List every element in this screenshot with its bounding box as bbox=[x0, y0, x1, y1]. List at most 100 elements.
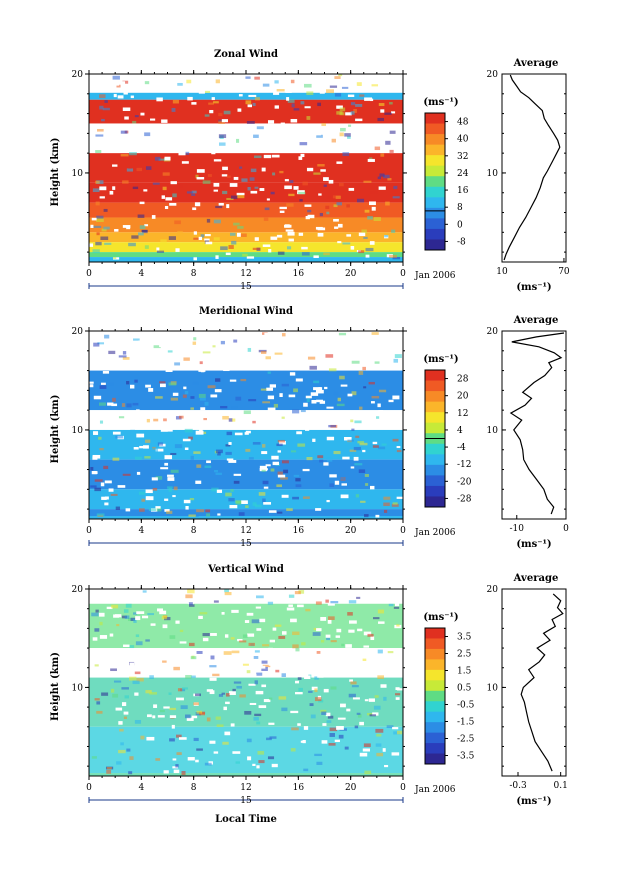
field-speckle bbox=[155, 758, 161, 761]
field-speckle bbox=[239, 595, 246, 599]
field-speckle bbox=[249, 177, 255, 181]
field-speckle bbox=[317, 164, 325, 167]
field-speckle bbox=[340, 202, 347, 206]
field-speckle bbox=[195, 430, 204, 435]
field-speckle bbox=[250, 168, 257, 173]
field-speckle bbox=[279, 441, 286, 445]
field-speckle bbox=[306, 457, 313, 461]
field-band bbox=[89, 370, 403, 411]
field-speckle bbox=[329, 85, 338, 88]
field-speckle bbox=[279, 170, 284, 174]
field-speckle bbox=[209, 740, 216, 744]
field-speckle bbox=[393, 731, 401, 735]
field-speckle bbox=[333, 204, 338, 208]
field-speckle bbox=[154, 156, 161, 161]
field-speckle bbox=[112, 693, 119, 698]
field-speckle bbox=[324, 411, 333, 415]
field-speckle bbox=[157, 715, 165, 718]
field-speckle bbox=[332, 195, 341, 199]
field-speckle bbox=[198, 368, 206, 372]
field-band bbox=[89, 232, 403, 243]
field-speckle bbox=[155, 506, 161, 509]
field-speckle bbox=[263, 486, 269, 489]
field-speckle bbox=[162, 186, 167, 191]
field-speckle bbox=[235, 500, 242, 505]
field-speckle bbox=[93, 85, 101, 89]
field-speckle bbox=[241, 178, 248, 182]
colorbar-swatch bbox=[425, 370, 445, 382]
field-speckle bbox=[186, 191, 194, 194]
field-speckle bbox=[170, 452, 177, 455]
field-speckle bbox=[257, 750, 265, 755]
field-speckle bbox=[148, 388, 154, 392]
field-speckle bbox=[221, 692, 226, 695]
field-speckle bbox=[164, 509, 170, 512]
field-speckle bbox=[373, 705, 381, 710]
field-speckle bbox=[208, 102, 214, 105]
field-speckle bbox=[384, 413, 393, 417]
field-speckle bbox=[124, 116, 129, 120]
field-speckle bbox=[267, 601, 274, 605]
profile-y-label: 20 bbox=[487, 327, 499, 337]
field-speckle bbox=[94, 487, 101, 492]
field-band bbox=[89, 459, 403, 490]
field-speckle bbox=[371, 206, 376, 211]
field-speckle bbox=[202, 180, 211, 184]
field-speckle bbox=[256, 628, 262, 631]
colorbar-label: -8 bbox=[457, 237, 466, 247]
field-speckle bbox=[389, 130, 396, 134]
field-speckle bbox=[385, 140, 391, 145]
field-speckle bbox=[344, 133, 351, 137]
field-speckle bbox=[172, 766, 179, 769]
field-speckle bbox=[122, 351, 127, 355]
field-speckle bbox=[169, 707, 176, 711]
field-speckle bbox=[392, 395, 400, 400]
field-speckle bbox=[113, 680, 122, 683]
x-tick-label: 4 bbox=[138, 269, 144, 279]
field-speckle bbox=[184, 151, 190, 155]
colorbar-swatch bbox=[425, 711, 445, 723]
field-speckle bbox=[266, 146, 274, 150]
field-speckle bbox=[128, 242, 136, 247]
field-speckle bbox=[228, 245, 234, 249]
field-speckle bbox=[132, 120, 137, 124]
field-speckle bbox=[320, 169, 326, 172]
field-speckle bbox=[204, 79, 208, 82]
field-speckle bbox=[147, 227, 154, 231]
field-speckle bbox=[254, 713, 262, 717]
field-speckle bbox=[273, 668, 280, 671]
field-band bbox=[89, 773, 403, 776]
field-speckle bbox=[316, 134, 323, 138]
y-tick-label: 10 bbox=[72, 169, 84, 179]
field-speckle bbox=[267, 371, 271, 374]
field-band bbox=[89, 350, 403, 371]
field-speckle bbox=[347, 439, 354, 442]
field-speckle bbox=[192, 207, 197, 211]
field-speckle bbox=[366, 713, 373, 716]
field-speckle bbox=[284, 224, 292, 228]
field-speckle bbox=[271, 763, 278, 768]
field-speckle bbox=[322, 723, 327, 726]
field-speckle bbox=[314, 688, 318, 693]
field-speckle bbox=[281, 494, 289, 498]
field-speckle bbox=[392, 196, 400, 199]
field-speckle bbox=[186, 79, 192, 84]
field-speckle bbox=[293, 186, 299, 190]
field-speckle bbox=[369, 241, 375, 245]
field-speckle bbox=[377, 403, 381, 408]
field-speckle bbox=[148, 332, 152, 337]
colorbar-label: -20 bbox=[457, 477, 472, 487]
x-tick-label: 0 bbox=[86, 269, 92, 279]
field-speckle bbox=[134, 692, 139, 696]
field-speckle bbox=[136, 611, 145, 615]
field-speckle bbox=[184, 391, 189, 395]
field-speckle bbox=[152, 142, 161, 146]
field-speckle bbox=[269, 736, 277, 739]
field-speckle bbox=[350, 662, 359, 666]
field-speckle bbox=[288, 594, 295, 598]
field-speckle bbox=[261, 684, 267, 688]
field-speckle bbox=[272, 172, 276, 176]
field-speckle bbox=[223, 706, 227, 711]
field-speckle bbox=[160, 467, 169, 470]
field-speckle bbox=[106, 769, 112, 774]
